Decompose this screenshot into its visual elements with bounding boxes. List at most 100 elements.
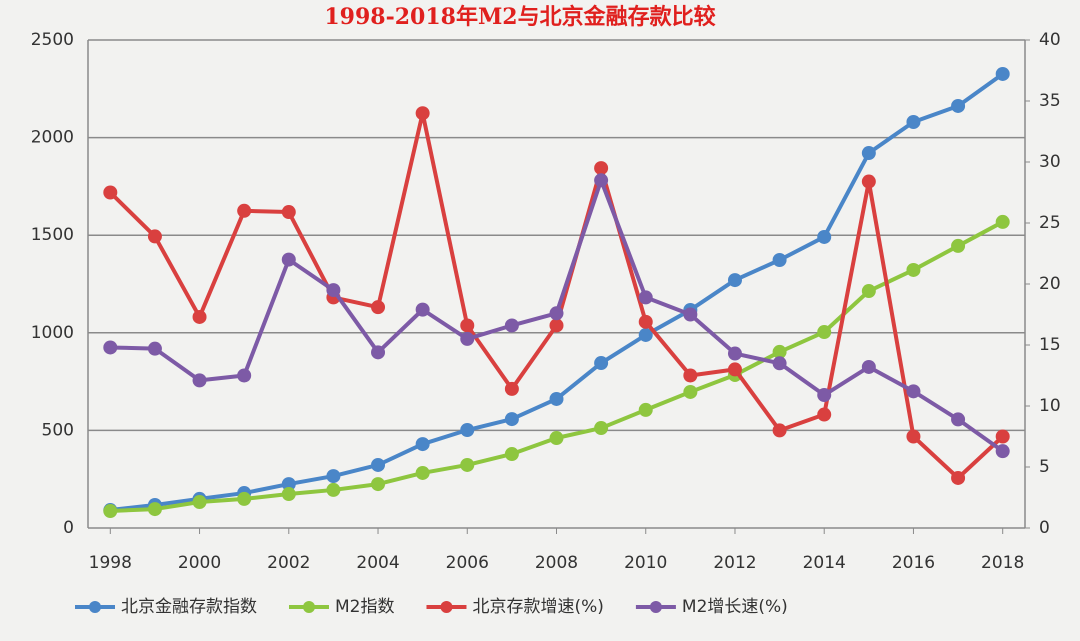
point — [683, 368, 698, 383]
y2-tick-label: 5 — [1039, 457, 1050, 477]
point — [951, 98, 966, 113]
point — [281, 252, 296, 267]
point — [415, 106, 430, 121]
point — [861, 146, 876, 161]
y2-tick-label: 0 — [1039, 518, 1050, 538]
y2-tick-label: 30 — [1039, 152, 1061, 172]
point — [103, 504, 118, 519]
y2-tick-label: 40 — [1039, 30, 1061, 50]
point — [727, 346, 742, 361]
point — [415, 437, 430, 452]
legend-marker — [649, 601, 662, 613]
point — [192, 309, 207, 324]
point — [906, 384, 921, 399]
point — [237, 368, 252, 383]
point — [237, 203, 252, 218]
point — [237, 491, 252, 506]
y-tick-label: 2000 — [31, 128, 74, 148]
point — [371, 345, 386, 360]
point — [504, 381, 519, 396]
point — [772, 356, 787, 371]
point — [460, 331, 475, 346]
x-tick-label: 2002 — [267, 553, 310, 573]
x-tick-label: 2010 — [624, 553, 667, 573]
x-tick-label: 2004 — [356, 553, 399, 573]
point — [415, 302, 430, 317]
point — [460, 457, 475, 472]
point — [861, 359, 876, 374]
legend-marker — [303, 601, 315, 613]
point — [861, 174, 876, 189]
point — [772, 344, 787, 359]
x-tick-label: 2000 — [178, 553, 221, 573]
legend-marker — [440, 601, 453, 613]
point — [594, 421, 609, 436]
point — [192, 373, 207, 388]
y2-tick-label: 15 — [1039, 335, 1061, 355]
point — [326, 482, 341, 497]
legend-label: M2指数 — [335, 597, 394, 617]
y2-tick-label: 35 — [1039, 91, 1061, 111]
point — [504, 447, 519, 462]
point — [103, 185, 118, 200]
point — [147, 502, 162, 517]
point — [951, 238, 966, 253]
point — [817, 325, 832, 340]
y2-tick-label: 20 — [1039, 274, 1061, 294]
point — [281, 205, 296, 220]
point — [192, 495, 207, 510]
point — [683, 307, 698, 322]
point — [281, 487, 296, 502]
point — [817, 229, 832, 244]
point — [504, 412, 519, 427]
point — [995, 214, 1010, 229]
point — [638, 314, 653, 329]
point — [951, 412, 966, 427]
point — [147, 229, 162, 244]
point — [861, 284, 876, 299]
point — [594, 161, 609, 176]
y-tick-label: 0 — [63, 518, 74, 538]
legend-label: 北京存款增速(%) — [472, 597, 603, 617]
point — [371, 300, 386, 315]
point — [817, 407, 832, 422]
point — [727, 362, 742, 377]
point — [281, 477, 296, 492]
x-tick-label: 2012 — [713, 553, 756, 573]
point — [638, 290, 653, 305]
point — [504, 318, 519, 333]
point — [727, 273, 742, 288]
legend-label: M2增长速(%) — [682, 597, 788, 617]
point — [371, 457, 386, 472]
point — [995, 429, 1010, 444]
point — [906, 262, 921, 277]
x-tick-label: 2016 — [892, 553, 935, 573]
point — [415, 465, 430, 480]
point — [906, 429, 921, 444]
point — [549, 391, 564, 406]
point — [460, 423, 475, 438]
x-tick-label: 1998 — [89, 553, 132, 573]
point — [460, 318, 475, 333]
y-tick-label: 500 — [42, 420, 74, 440]
x-tick-label: 2006 — [446, 553, 489, 573]
y2-tick-label: 25 — [1039, 213, 1061, 233]
x-tick-label: 2008 — [535, 553, 578, 573]
x-tick-label: 2018 — [981, 553, 1024, 573]
point — [147, 341, 162, 356]
point — [817, 388, 832, 403]
point — [594, 173, 609, 188]
point — [772, 423, 787, 438]
point — [326, 469, 341, 484]
y2-tick-label: 10 — [1039, 396, 1061, 416]
point — [772, 252, 787, 267]
legend-label: 北京金融存款指数 — [121, 597, 257, 617]
y-tick-label: 2500 — [31, 30, 74, 50]
y-tick-label: 1500 — [31, 225, 74, 245]
point — [995, 66, 1010, 81]
point — [906, 114, 921, 129]
point — [594, 356, 609, 371]
chart-title: 1998-2018年M2与北京金融存款比较 — [324, 4, 715, 30]
point — [638, 402, 653, 417]
